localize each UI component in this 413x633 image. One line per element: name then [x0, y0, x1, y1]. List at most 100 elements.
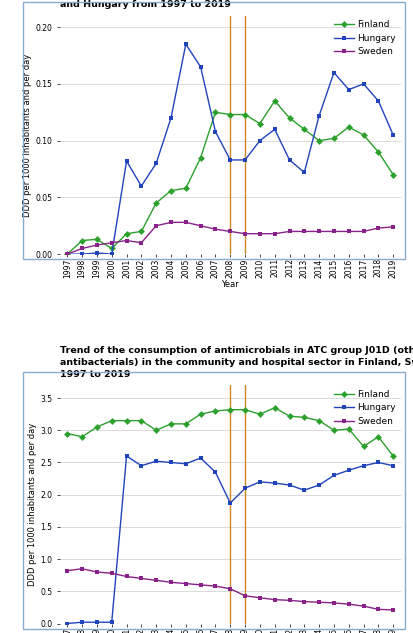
Hungary [272, 125, 277, 133]
Finland [391, 171, 396, 179]
Finland [302, 125, 307, 133]
Line: Sweden: Sweden [65, 220, 396, 256]
Sweden [213, 582, 218, 590]
Sweden [124, 237, 129, 244]
Finland [183, 184, 188, 192]
Hungary [109, 250, 114, 258]
Sweden [391, 606, 396, 614]
Hungary [391, 131, 396, 139]
Finland [228, 406, 233, 413]
Hungary [346, 86, 351, 94]
Sweden [346, 228, 351, 235]
Sweden [109, 570, 114, 577]
Finland [213, 407, 218, 415]
Finland [154, 199, 159, 207]
Hungary [346, 467, 351, 474]
Finland [109, 245, 114, 253]
Finland [65, 430, 70, 437]
Finland [361, 131, 366, 139]
Sweden [391, 223, 396, 230]
Hungary [361, 80, 366, 88]
Finland [346, 123, 351, 131]
Line: Finland: Finland [65, 405, 396, 458]
Hungary [391, 462, 396, 470]
Sweden [302, 228, 307, 235]
Sweden [332, 599, 337, 606]
Finland [242, 406, 247, 413]
Finland [346, 425, 351, 433]
Line: Hungary: Hungary [65, 42, 396, 256]
Finland [169, 420, 173, 428]
Finland [376, 433, 381, 441]
Hungary [95, 249, 100, 257]
Sweden [80, 565, 85, 573]
Sweden [376, 606, 381, 613]
Hungary [257, 137, 262, 144]
Sweden [332, 228, 337, 235]
Sweden [169, 579, 173, 586]
Sweden [287, 596, 292, 604]
Finland [169, 187, 173, 194]
Sweden [124, 573, 129, 580]
Finland [65, 250, 70, 258]
Hungary [80, 618, 85, 626]
Hungary [183, 460, 188, 468]
Sweden [213, 225, 218, 233]
Hungary [287, 481, 292, 489]
Sweden [154, 222, 159, 230]
Hungary [317, 481, 322, 489]
Finland [80, 433, 85, 441]
Sweden [242, 230, 247, 237]
Legend: Finland, Hungary, Sweden: Finland, Hungary, Sweden [334, 20, 396, 56]
Hungary [361, 462, 366, 470]
Y-axis label: DDD per 1000 inhabitants and per day: DDD per 1000 inhabitants and per day [24, 53, 33, 216]
Finland [317, 137, 322, 144]
Finland [361, 442, 366, 450]
Sweden [65, 567, 70, 575]
Sweden [169, 218, 173, 226]
Finland [183, 420, 188, 428]
Finland [154, 427, 159, 434]
Hungary [287, 156, 292, 164]
Hungary [95, 618, 100, 626]
Finland [124, 230, 129, 237]
Finland [228, 111, 233, 118]
Hungary [154, 160, 159, 167]
X-axis label: Year: Year [221, 280, 239, 289]
Sweden [317, 228, 322, 235]
Sweden [198, 222, 203, 230]
Line: Finland: Finland [65, 99, 396, 256]
Sweden [228, 585, 233, 592]
Finland [287, 114, 292, 122]
Hungary [198, 454, 203, 462]
Sweden [228, 228, 233, 235]
Finland [95, 235, 100, 243]
Hungary [124, 157, 129, 165]
Hungary [257, 478, 262, 486]
Hungary [376, 97, 381, 104]
Hungary [154, 458, 159, 465]
Sweden [257, 230, 262, 237]
Hungary [317, 112, 322, 120]
Sweden [80, 245, 85, 253]
Sweden [317, 598, 322, 606]
Finland [124, 417, 129, 424]
Sweden [257, 594, 262, 601]
Hungary [80, 250, 85, 258]
Finland [109, 417, 114, 424]
Sweden [361, 603, 366, 610]
Finland [332, 427, 337, 434]
Hungary [124, 452, 129, 460]
Finland [213, 108, 218, 116]
Finland [198, 154, 203, 161]
Hungary [213, 128, 218, 135]
Sweden [198, 581, 203, 589]
Hungary [169, 459, 173, 467]
Finland [391, 452, 396, 460]
Sweden [139, 239, 144, 247]
Hungary [65, 620, 70, 627]
Finland [80, 237, 85, 244]
Finland [287, 412, 292, 420]
Legend: Finland, Hungary, Sweden: Finland, Hungary, Sweden [334, 390, 396, 426]
Hungary [183, 41, 188, 48]
